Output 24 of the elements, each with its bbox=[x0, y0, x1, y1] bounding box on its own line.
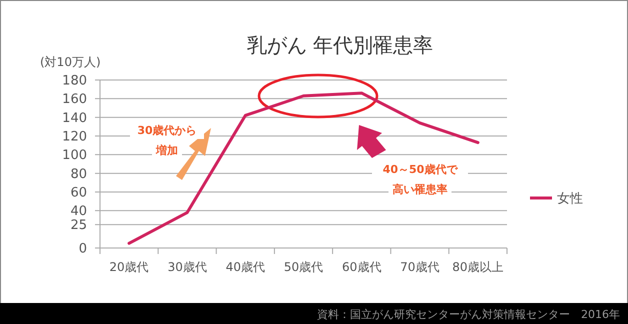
x-tick-label: 40歳代 bbox=[226, 260, 265, 274]
y-tick-label: 180 bbox=[62, 74, 87, 89]
x-tick-label: 80歳以上 bbox=[452, 260, 504, 274]
x-tick-label: 70歳代 bbox=[400, 260, 440, 274]
y-tick-label: 80 bbox=[70, 166, 87, 182]
legend-label: 女性 bbox=[557, 192, 583, 207]
text: 資料：国立がん研究センターがん対策情報センター 2016年 bbox=[317, 308, 620, 321]
y-tick-label: 100 bbox=[62, 148, 87, 164]
y-axis-title: (対10万人) bbox=[40, 55, 101, 69]
y-tick-label: 160 bbox=[62, 92, 87, 108]
x-tick-label: 50歳代 bbox=[284, 260, 324, 274]
y-tick-label: 0 bbox=[78, 242, 87, 257]
x-tick-label: 20歳代 bbox=[109, 260, 149, 274]
chart-title: 乳がん 年代別罹患率 bbox=[246, 33, 434, 57]
x-tick-label: 60歳代 bbox=[342, 260, 382, 274]
y-tick-label: 60 bbox=[70, 186, 87, 201]
annotation: 40～50歳代で高い罹患率 bbox=[382, 163, 458, 196]
annotation: 30歳代から増加 bbox=[137, 124, 197, 157]
y-tick-label: 40 bbox=[70, 204, 87, 220]
y-tick-label: 140 bbox=[62, 110, 87, 126]
x-tick-label: 30歳代 bbox=[168, 260, 207, 274]
line-series bbox=[128, 92, 480, 245]
y-tick-label: 120 bbox=[62, 130, 87, 145]
y-tick-label: 25 bbox=[70, 218, 87, 234]
